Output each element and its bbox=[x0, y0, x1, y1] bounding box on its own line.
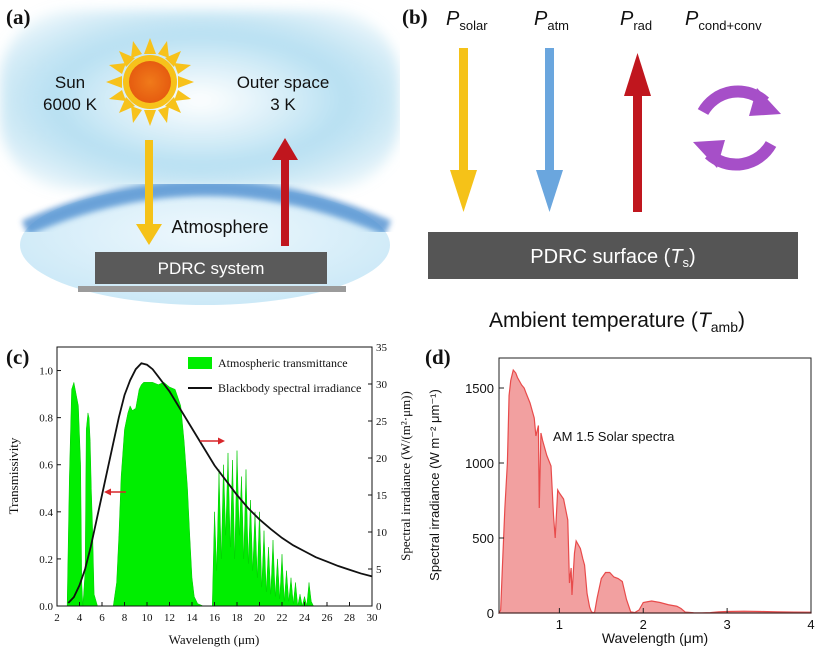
panel-b-label: (b) bbox=[402, 5, 428, 29]
legend-blackbody-label: Blackbody spectral irradiance bbox=[218, 381, 361, 395]
legend-transmittance-label: Atmospheric transmittance bbox=[218, 356, 348, 370]
x-tick-label: 22 bbox=[277, 612, 288, 624]
panel-a: (a) Sun 6000 K Outer space 3 K Atmospher… bbox=[0, 0, 400, 310]
y-tick-label: 0.2 bbox=[39, 554, 53, 566]
flux-solar-label: Psolar bbox=[446, 8, 488, 33]
flux-conduction-convection-label: Pcond+conv bbox=[685, 8, 762, 33]
pdrc-system-label: PDRC system bbox=[158, 259, 265, 278]
atmospheric-transmittance-area bbox=[66, 382, 320, 607]
atmosphere-label: Atmosphere bbox=[171, 217, 268, 237]
y2-tick-label: 35 bbox=[376, 342, 388, 354]
y2-tick-label: 5 bbox=[376, 564, 382, 576]
y-tick-label: 0.8 bbox=[39, 413, 53, 425]
panel-a-label: (a) bbox=[6, 5, 31, 29]
x-tick-label: 10 bbox=[142, 612, 154, 624]
panel-b: (b) Psolar Patm Prad Pcond+conv bbox=[400, 0, 819, 340]
pdrc-base-plate bbox=[78, 286, 346, 292]
outer-space-temperature: 3 K bbox=[270, 95, 296, 114]
solar-spectrum-chart: (d) 1 2 3 4 0 500 1000 1500 AM 1.5 Solar spect… bbox=[425, 345, 815, 646]
x-tick-label: 24 bbox=[299, 612, 311, 624]
flux-atm-label: Patm bbox=[534, 8, 569, 33]
blackbody-irradiance-line bbox=[67, 362, 373, 604]
x-axis-ticks: 1 2 3 4 bbox=[556, 608, 815, 632]
panel-d: (d) 1 2 3 4 0 500 1000 1500 AM 1.5 Solar spect… bbox=[420, 340, 819, 660]
panel-d-label: (d) bbox=[425, 345, 451, 369]
x-tick-label: 14 bbox=[187, 612, 199, 624]
panel-b-diagram: (b) Psolar Patm Prad Pcond+conv bbox=[402, 5, 798, 335]
x-tick-label: 18 bbox=[232, 612, 244, 624]
y-axis-ticks: 0 500 1000 1500 bbox=[465, 381, 504, 621]
y2-tick-label: 25 bbox=[376, 416, 388, 428]
x-tick-label: 30 bbox=[367, 612, 379, 624]
am15-spectrum-area bbox=[497, 368, 812, 614]
x-tick-label: 2 bbox=[640, 617, 647, 632]
y-tick-label: 0.6 bbox=[39, 460, 53, 472]
solar-down-arrow-icon bbox=[136, 140, 162, 245]
y-axis-title: Transmissivity bbox=[6, 437, 21, 514]
radiative-flux-arrow-icon bbox=[624, 53, 651, 212]
x-tick-label: 4 bbox=[807, 617, 814, 632]
x-axis-title: Wavelength (μm) bbox=[602, 630, 708, 646]
y2-tick-label: 30 bbox=[376, 379, 388, 391]
spectrum-annotation: AM 1.5 Solar spectra bbox=[553, 429, 675, 444]
transmittance-chart: (c) 2 4 6 8 10 12 14 16 18 20 22 24 26 28 30 0.00.20.4… bbox=[6, 342, 413, 647]
x-tick-label: 1 bbox=[556, 617, 563, 632]
convection-cycle-icon bbox=[693, 85, 781, 171]
sky-background bbox=[0, 10, 400, 190]
y-tick-label: 1500 bbox=[465, 381, 494, 396]
transmittance-area-path bbox=[66, 382, 320, 607]
pdrc-surface-block bbox=[428, 232, 798, 279]
x-tick-label: 16 bbox=[209, 612, 221, 624]
y-axis-ticks: 0.0 0.2 0.4 0.6 0.8 1.0 bbox=[39, 366, 61, 613]
y-tick-label: 1.0 bbox=[39, 366, 53, 378]
y-tick-label: 1000 bbox=[465, 456, 494, 471]
x-tick-label: 2 bbox=[54, 612, 60, 624]
solar-flux-arrow-icon bbox=[450, 48, 477, 212]
outer-space-label: Outer space bbox=[237, 73, 330, 92]
y2-axis-title: Spectral irradiance (W/(m²·μm)) bbox=[398, 391, 413, 561]
sun-temperature: 6000 K bbox=[43, 95, 98, 114]
y-tick-label: 0.0 bbox=[39, 601, 53, 613]
left-axis-pointer-icon bbox=[104, 488, 126, 496]
y2-axis-ticks: 0 5 10 15 20 25 30 35 bbox=[368, 342, 388, 613]
radiation-up-arrow-icon bbox=[272, 138, 298, 246]
panel-c: (c) 2 4 6 8 10 12 14 16 18 20 22 24 26 28 30 0.0 0.2 0.4… bbox=[0, 340, 420, 660]
x-tick-label: 4 bbox=[77, 612, 83, 624]
y2-tick-label: 10 bbox=[376, 527, 388, 539]
pdrc-surface-label: PDRC surface (Ts) bbox=[530, 246, 695, 270]
panel-a-diagram: (a) Sun 6000 K Outer space 3 K Atmospher… bbox=[0, 5, 400, 305]
panel-c-label: (c) bbox=[6, 345, 29, 369]
ambient-temperature-label: Ambient temperature (Tamb) bbox=[489, 309, 745, 335]
x-tick-label: 3 bbox=[724, 617, 731, 632]
am15-spectrum-path bbox=[497, 368, 812, 614]
y-tick-label: 0 bbox=[487, 606, 494, 621]
y-tick-label: 0.4 bbox=[39, 507, 53, 519]
x-tick-label: 28 bbox=[344, 612, 356, 624]
atmosphere-band bbox=[21, 180, 392, 236]
right-axis-pointer-icon bbox=[200, 437, 225, 445]
plot-frame bbox=[498, 357, 812, 614]
y-tick-label: 500 bbox=[472, 531, 494, 546]
sun-label: Sun bbox=[55, 73, 85, 92]
y2-tick-label: 20 bbox=[376, 453, 388, 465]
x-tick-label: 6 bbox=[99, 612, 105, 624]
x-tick-label: 8 bbox=[122, 612, 128, 624]
y2-tick-label: 0 bbox=[376, 601, 382, 613]
flux-rad-label: Prad bbox=[620, 8, 652, 33]
x-tick-label: 12 bbox=[164, 612, 175, 624]
blackbody-curve bbox=[67, 362, 373, 604]
atmospheric-flux-arrow-icon bbox=[536, 48, 563, 212]
y2-tick-label: 15 bbox=[376, 490, 388, 502]
pdrc-system-block bbox=[95, 252, 327, 284]
y-axis-title: Spectral irradiance (W m⁻² μm⁻¹) bbox=[427, 389, 442, 581]
x-axis-ticks: 2 4 6 8 10 12 14 16 18 20 22 24 26 28 30 bbox=[54, 602, 378, 624]
x-axis-title: Wavelength (μm) bbox=[169, 632, 260, 647]
x-tick-label: 20 bbox=[254, 612, 266, 624]
sun-icon bbox=[106, 38, 194, 126]
x-tick-label: 26 bbox=[322, 612, 334, 624]
legend-transmittance-swatch bbox=[188, 357, 212, 369]
